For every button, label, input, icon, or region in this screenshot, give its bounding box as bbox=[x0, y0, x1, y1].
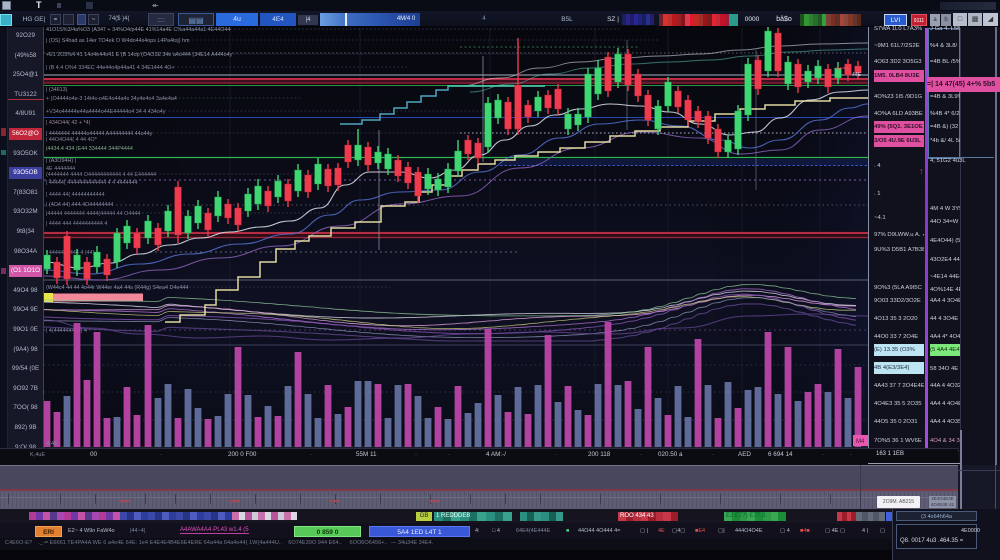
svg-text:M4: M4 bbox=[856, 439, 865, 445]
svg-text:| (4O4 44) 444 4O44444444: | (4O4 44) 444 4O44444444 bbox=[46, 202, 113, 208]
svg-text:| 4444444 44444o44444 A4444444: | 4444444 44444o44444 A44444444 44o44y bbox=[46, 131, 153, 137]
svg-text:4E 4444444: 4E 4444444 bbox=[46, 166, 75, 172]
svg-text:(4444444 4444 O44444444444 4 4: (4444444 4444 O44444444444 4 44 E444444 bbox=[46, 172, 156, 178]
svg-text:| (A3O94H) |: | (A3O94H) | bbox=[46, 158, 76, 164]
svg-text:4+=L: 4+=L bbox=[836, 66, 849, 72]
svg-text:| 4444 44( 44444444444: | 4444 44( 44444444444 bbox=[46, 192, 105, 198]
svg-text:| 4444 444 4444444444 4: | 4444 444 4444444444 4 bbox=[46, 221, 107, 227]
svg-text:| (B 4.4 O%4 334EC 44e44o4p44a: | (B 4.4 O%4 334EC 44e44o4p44a41 4 34E14… bbox=[46, 65, 175, 71]
svg-text:44E: 44E bbox=[852, 72, 862, 78]
svg-text:4(4E: 4(4E bbox=[46, 441, 58, 447]
svg-text:| 44444( 4444444444444 4 4 444: | 44444( 4444444444444 4 4 4444444 bbox=[46, 180, 138, 186]
svg-text:| (OS) S4had as 14er TO4ek O W: | (OS) S4had as 14er TO4ek O W4do44s4ops… bbox=[46, 38, 190, 44]
svg-text:|44444 4444444 4444(44444 44 O: |44444 4444444 4444(44444 44 O4444 bbox=[46, 211, 140, 217]
svg-text:+ (O4444o4e-3 14t4s-o4E4o44a4s: + (O4444o4e-3 14t4s-o4E4o44a4s 34y4e4o4 … bbox=[46, 96, 177, 102]
svg-text:| 4(444444444) 4: | 4(444444444) 4 bbox=[46, 328, 87, 334]
svg-text:| 434O44( 42 + *4|: | 434O44( 42 + *4| bbox=[46, 120, 90, 126]
svg-text:(W44c4 44 44 4o44r W44er 4a4 4: (W44c4 44 44 4o44r W44er 4a4 44s (R44g) … bbox=[46, 285, 188, 291]
svg-text:+V34o44444e44a4444o44E44444o4: +V34o44444e44a4444o44E44444o4 34 4 434o4… bbox=[46, 109, 166, 115]
svg-text:| (34613): | (34613) bbox=[46, 87, 68, 93]
svg-text:| 44O4O44( 4 44 4O*: | 44O4O44( 4 44 4O* bbox=[46, 137, 98, 143]
svg-text:41O1S%3/4a%O3 (A347 + 34%O4/p4: 41O1S%3/4a%O3 (A347 + 34%O4/p44E 41%14a4… bbox=[46, 27, 230, 33]
svg-text:+E1 2O3%4 41 14o4e44o41 E (B 1: +E1 2O3%4 41 14o4e44o41 E (B 14op (O4O1E… bbox=[46, 52, 233, 58]
svg-text:|4434.4 434 (E44 334444 344P44: |4434.4 434 (E44 334444 344P4444 bbox=[46, 146, 133, 152]
